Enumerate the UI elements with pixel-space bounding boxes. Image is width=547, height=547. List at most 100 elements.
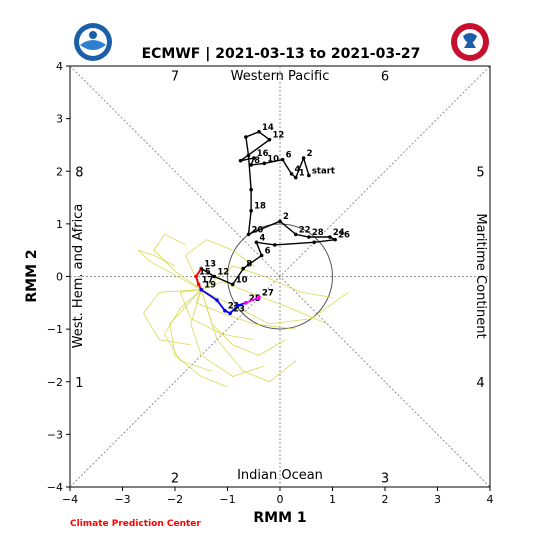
observed-track-point	[293, 175, 298, 180]
ensemble-member-line	[201, 265, 333, 298]
phase-number: 2	[171, 472, 179, 487]
x-tick-label: 0	[277, 493, 284, 506]
phase-number: 8	[75, 165, 83, 180]
x-tick-label: −4	[62, 493, 78, 506]
region-label-maritime-continent: Maritime Continent	[473, 213, 488, 338]
observed-track-point	[312, 240, 316, 245]
observed-track-point-label: 1	[299, 169, 305, 179]
forecast-blue-track-point-label: 21	[228, 302, 240, 312]
forecast-magenta-track-line	[245, 296, 260, 304]
forecast-red-track-point	[199, 266, 204, 271]
observed-track-point-label: 12	[217, 268, 229, 278]
observed-track-point	[267, 137, 272, 142]
forecast-magenta-track-point	[257, 295, 261, 300]
phase-guide-lines	[69, 65, 491, 488]
x-tick-label: 1	[329, 493, 336, 506]
phase-circle	[227, 223, 333, 330]
observed-track-point	[249, 187, 253, 192]
forecast-blue-track-point	[228, 311, 232, 316]
observed-track-point	[262, 161, 267, 166]
x-tick-label: 2	[382, 493, 389, 506]
observed-track-point-label: 10	[267, 154, 279, 164]
x-tick-label: −1	[219, 493, 235, 506]
observed-track-point-label: 6	[286, 151, 292, 161]
observed-track-point	[272, 243, 277, 247]
forecast-blue-track-point	[215, 298, 219, 302]
ensemble-member-line	[200, 289, 297, 383]
forecast-red-track-line	[194, 268, 203, 291]
observed-track-point-label: 6	[265, 246, 271, 256]
x-tick-label: −3	[114, 493, 130, 506]
observed-track-point-label: 16	[257, 149, 269, 159]
ensemble-member-line	[185, 239, 255, 290]
forecast-blue-track-point-label: 23	[233, 304, 245, 314]
y-tick-label: 3	[56, 113, 63, 126]
observed-track-point-label: 26	[338, 231, 350, 241]
forecast-magenta-track-point-label: 27	[262, 289, 274, 299]
x-tick-label: 3	[434, 493, 441, 506]
ensemble-member-line	[201, 289, 349, 325]
x-axis-ticks: −4 −3 −2 −1 0 1 2 3 4	[62, 487, 494, 506]
phase-number: 5	[476, 165, 484, 180]
observed-track-point	[249, 208, 253, 213]
observed-track-point-label: 10	[236, 275, 248, 285]
region-label-western-pacific: Western Pacific	[231, 69, 330, 84]
observed-track-point-label: 24	[333, 228, 345, 238]
ensemble-members	[138, 233, 349, 388]
y-tick-label: 2	[56, 165, 63, 178]
observed-track-point	[249, 163, 253, 167]
phase-number: 6	[381, 69, 389, 84]
forecast-blue-track-point	[236, 303, 240, 308]
observed-track-point	[280, 157, 285, 162]
observed-track-point-label: 2	[283, 212, 289, 222]
y-axis-ticks: −4 −3 −2 −1 0 1 2 3 4	[47, 60, 70, 494]
observed-track-point	[307, 235, 311, 239]
observed-track-point	[307, 173, 311, 178]
observed-track-point-label: 28	[312, 228, 324, 238]
forecast-red-track-point	[194, 274, 198, 279]
observed-track-point	[301, 156, 306, 160]
ensemble-member-line	[190, 289, 265, 377]
observed-track-point	[251, 156, 256, 160]
observed-track-point-label: 13	[204, 260, 216, 270]
observed-track-point-label: 2	[307, 149, 313, 159]
observed-track-point-label: start	[312, 166, 335, 176]
observed-track-point	[244, 135, 248, 139]
chart-title: ECMWF | 2021-03-13 to 2021-03-27	[142, 46, 421, 62]
ensemble-member-line	[169, 289, 228, 388]
y-tick-label: −2	[47, 376, 63, 389]
observed-track-point-label: 18	[254, 202, 266, 212]
phase-number: 7	[171, 69, 179, 84]
ensemble-member-line	[179, 289, 254, 340]
phase-number: 1	[75, 376, 83, 391]
observed-track-point-label: 8	[246, 260, 252, 270]
observed-track-point	[241, 266, 246, 271]
phase-number: 4	[476, 376, 484, 391]
phase-number: 3	[381, 472, 389, 487]
forecast-red-track-point	[196, 282, 201, 287]
noaa-logo-icon	[74, 23, 112, 61]
observed-track-point-label: 22	[299, 225, 311, 235]
observed-track-point-label: 12	[273, 131, 285, 141]
observed-track-point-label: 14	[262, 123, 274, 133]
observed-track-point	[246, 153, 251, 158]
ensemble-member-line	[195, 289, 296, 330]
nws-logo-icon	[451, 23, 489, 61]
y-tick-label: −4	[47, 481, 63, 494]
ensemble-member-line	[138, 249, 202, 291]
forecast-blue-track-point	[199, 287, 204, 292]
x-axis-label: RMM 1	[253, 510, 306, 526]
y-tick-label: 1	[56, 218, 63, 231]
observed-track-point-label: 4	[259, 233, 265, 243]
observed-track-point	[238, 158, 243, 163]
observed-track-point	[278, 219, 282, 224]
observed-track-point	[212, 274, 217, 279]
ensemble-member-line	[200, 289, 286, 356]
observed-track-point	[257, 129, 261, 134]
forecast-blue-track-point	[223, 308, 227, 313]
ensemble-member-line	[164, 289, 212, 372]
observed-track-point	[328, 235, 332, 239]
ensemble-member-line	[201, 281, 328, 325]
